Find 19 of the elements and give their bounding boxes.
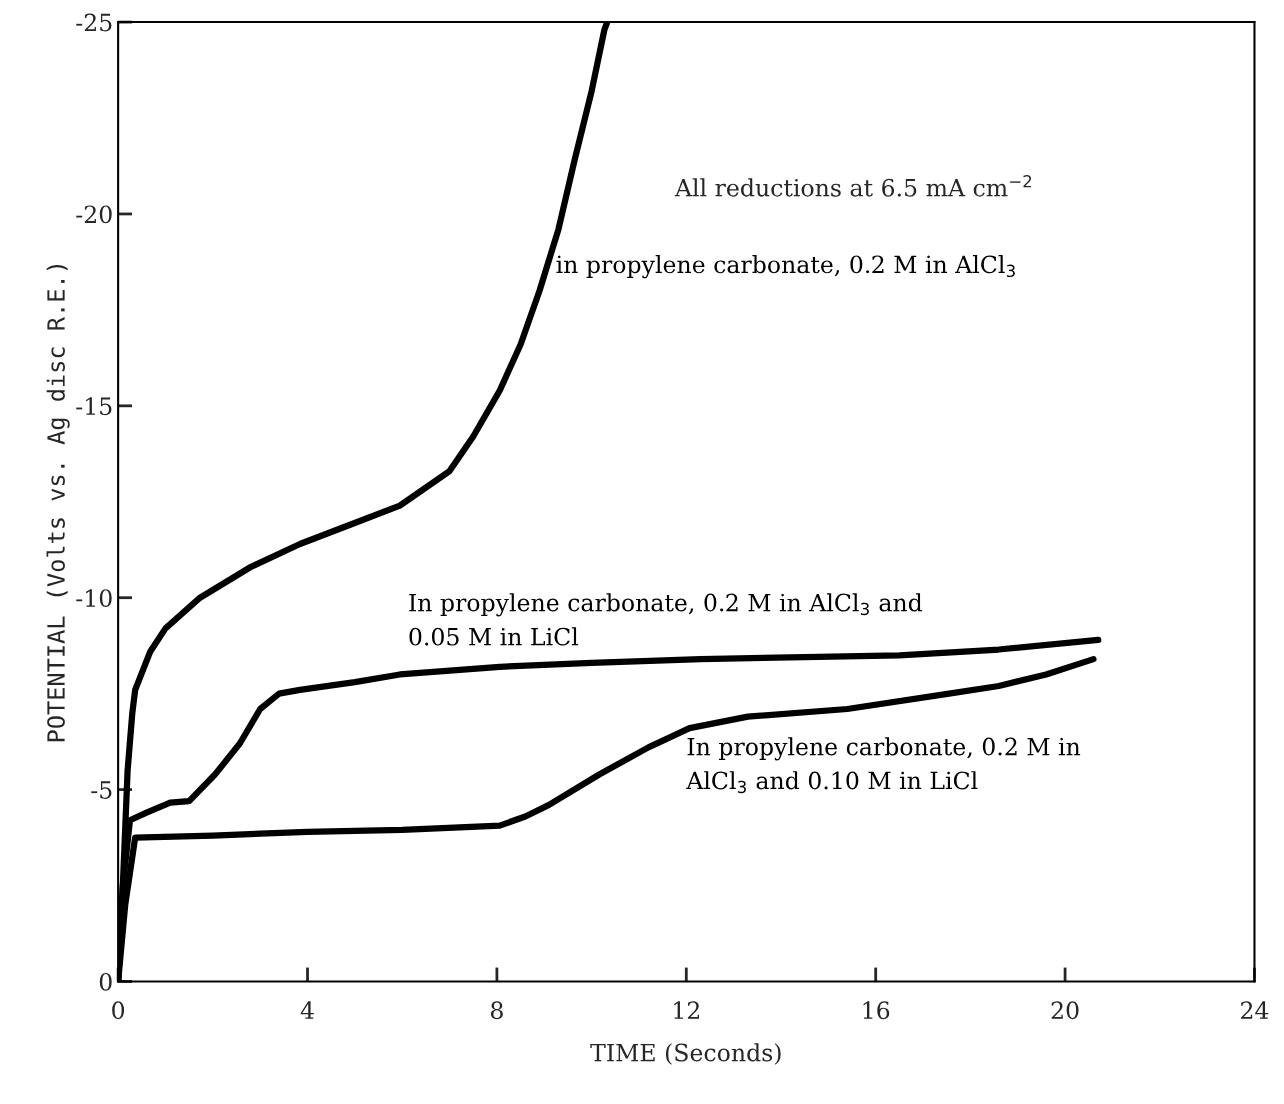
x-axis-title: TIME (Seconds) (590, 1043, 781, 1065)
x-tick-label: 4 (300, 1001, 314, 1019)
y-tick-label: 0 (99, 972, 112, 991)
y-tick-label: -20 (76, 205, 112, 224)
text: In propylene carbonate, 0.2 M in AlCl$_{3}$ and 0.05 M in LiCl (409, 593, 923, 646)
x-tick-label: 0 (112, 1001, 125, 1020)
y-tick-label: -25 (76, 13, 112, 32)
y-axis-title: POTENTIAL (Volts vs. Ag disc R.E.) (46, 265, 70, 742)
series-label: In propylene carbonate, 0.2 M in AlCl$_{3}$ and 0.10 M in LiCl (686, 737, 1081, 794)
x-tick-label: 12 (674, 1001, 699, 1019)
y-tick-label: -5 (91, 781, 112, 799)
x-tick-label: 16 (863, 1001, 890, 1020)
x-tick-label: 20 (1051, 1001, 1079, 1020)
y-tick-label: -15 (76, 397, 112, 416)
x-tick-label: 8 (490, 1001, 503, 1020)
annotation: All reductions at 6.5 mA cm$^{−2}$ (674, 175, 1032, 197)
series-label: in propylene carbonate, 0.2 M in AlCl$_{3}$ (556, 255, 1015, 279)
x-tick-label: 24 (1241, 1001, 1269, 1019)
y-tick-label: -10 (76, 589, 112, 608)
